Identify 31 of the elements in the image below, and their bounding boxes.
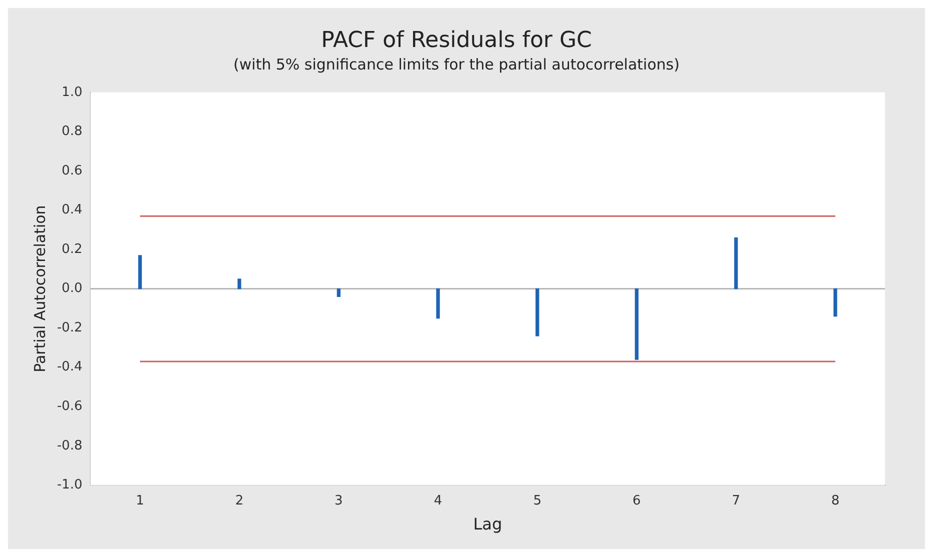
bar (138, 255, 142, 290)
y-tick-label: 1.0 (62, 84, 82, 100)
y-tick-label: -0.8 (56, 438, 82, 454)
y-tick-label: -0.6 (56, 399, 82, 414)
y-tick-label: 0.4 (62, 202, 82, 218)
y-tick-label: 0.2 (62, 242, 82, 257)
bar (536, 288, 540, 336)
x-tick-label: 3 (334, 493, 343, 508)
bar (734, 237, 738, 290)
chart-subtitle: (with 5% significance limits for the partial autocorrelations) (233, 55, 680, 74)
bar (834, 288, 838, 317)
y-axis-title: Partial Autocorrelation (30, 205, 49, 372)
y-tick-label: -0.2 (56, 320, 82, 336)
y-tick-label: -1.0 (56, 478, 82, 493)
bar (336, 288, 341, 297)
x-tick-label: 6 (632, 493, 641, 508)
x-tick-label: 8 (831, 493, 840, 508)
x-tick-label: 2 (235, 493, 244, 508)
bar (634, 288, 639, 360)
x-tick-label: 7 (732, 493, 740, 508)
y-tick-label: -0.4 (56, 360, 82, 375)
y-tick-label: 0.6 (62, 163, 82, 178)
x-tick-label: 5 (533, 493, 542, 508)
bar (436, 288, 440, 319)
bar (238, 278, 242, 290)
x-axis-title: Lag (473, 514, 502, 534)
y-tick-label: 0.8 (62, 124, 82, 140)
y-tick-label: 0.0 (62, 281, 82, 296)
x-tick-label: 4 (434, 493, 442, 508)
chart-title: PACF of Residuals for GC (321, 28, 592, 53)
x-tick-label: 1 (136, 493, 144, 508)
